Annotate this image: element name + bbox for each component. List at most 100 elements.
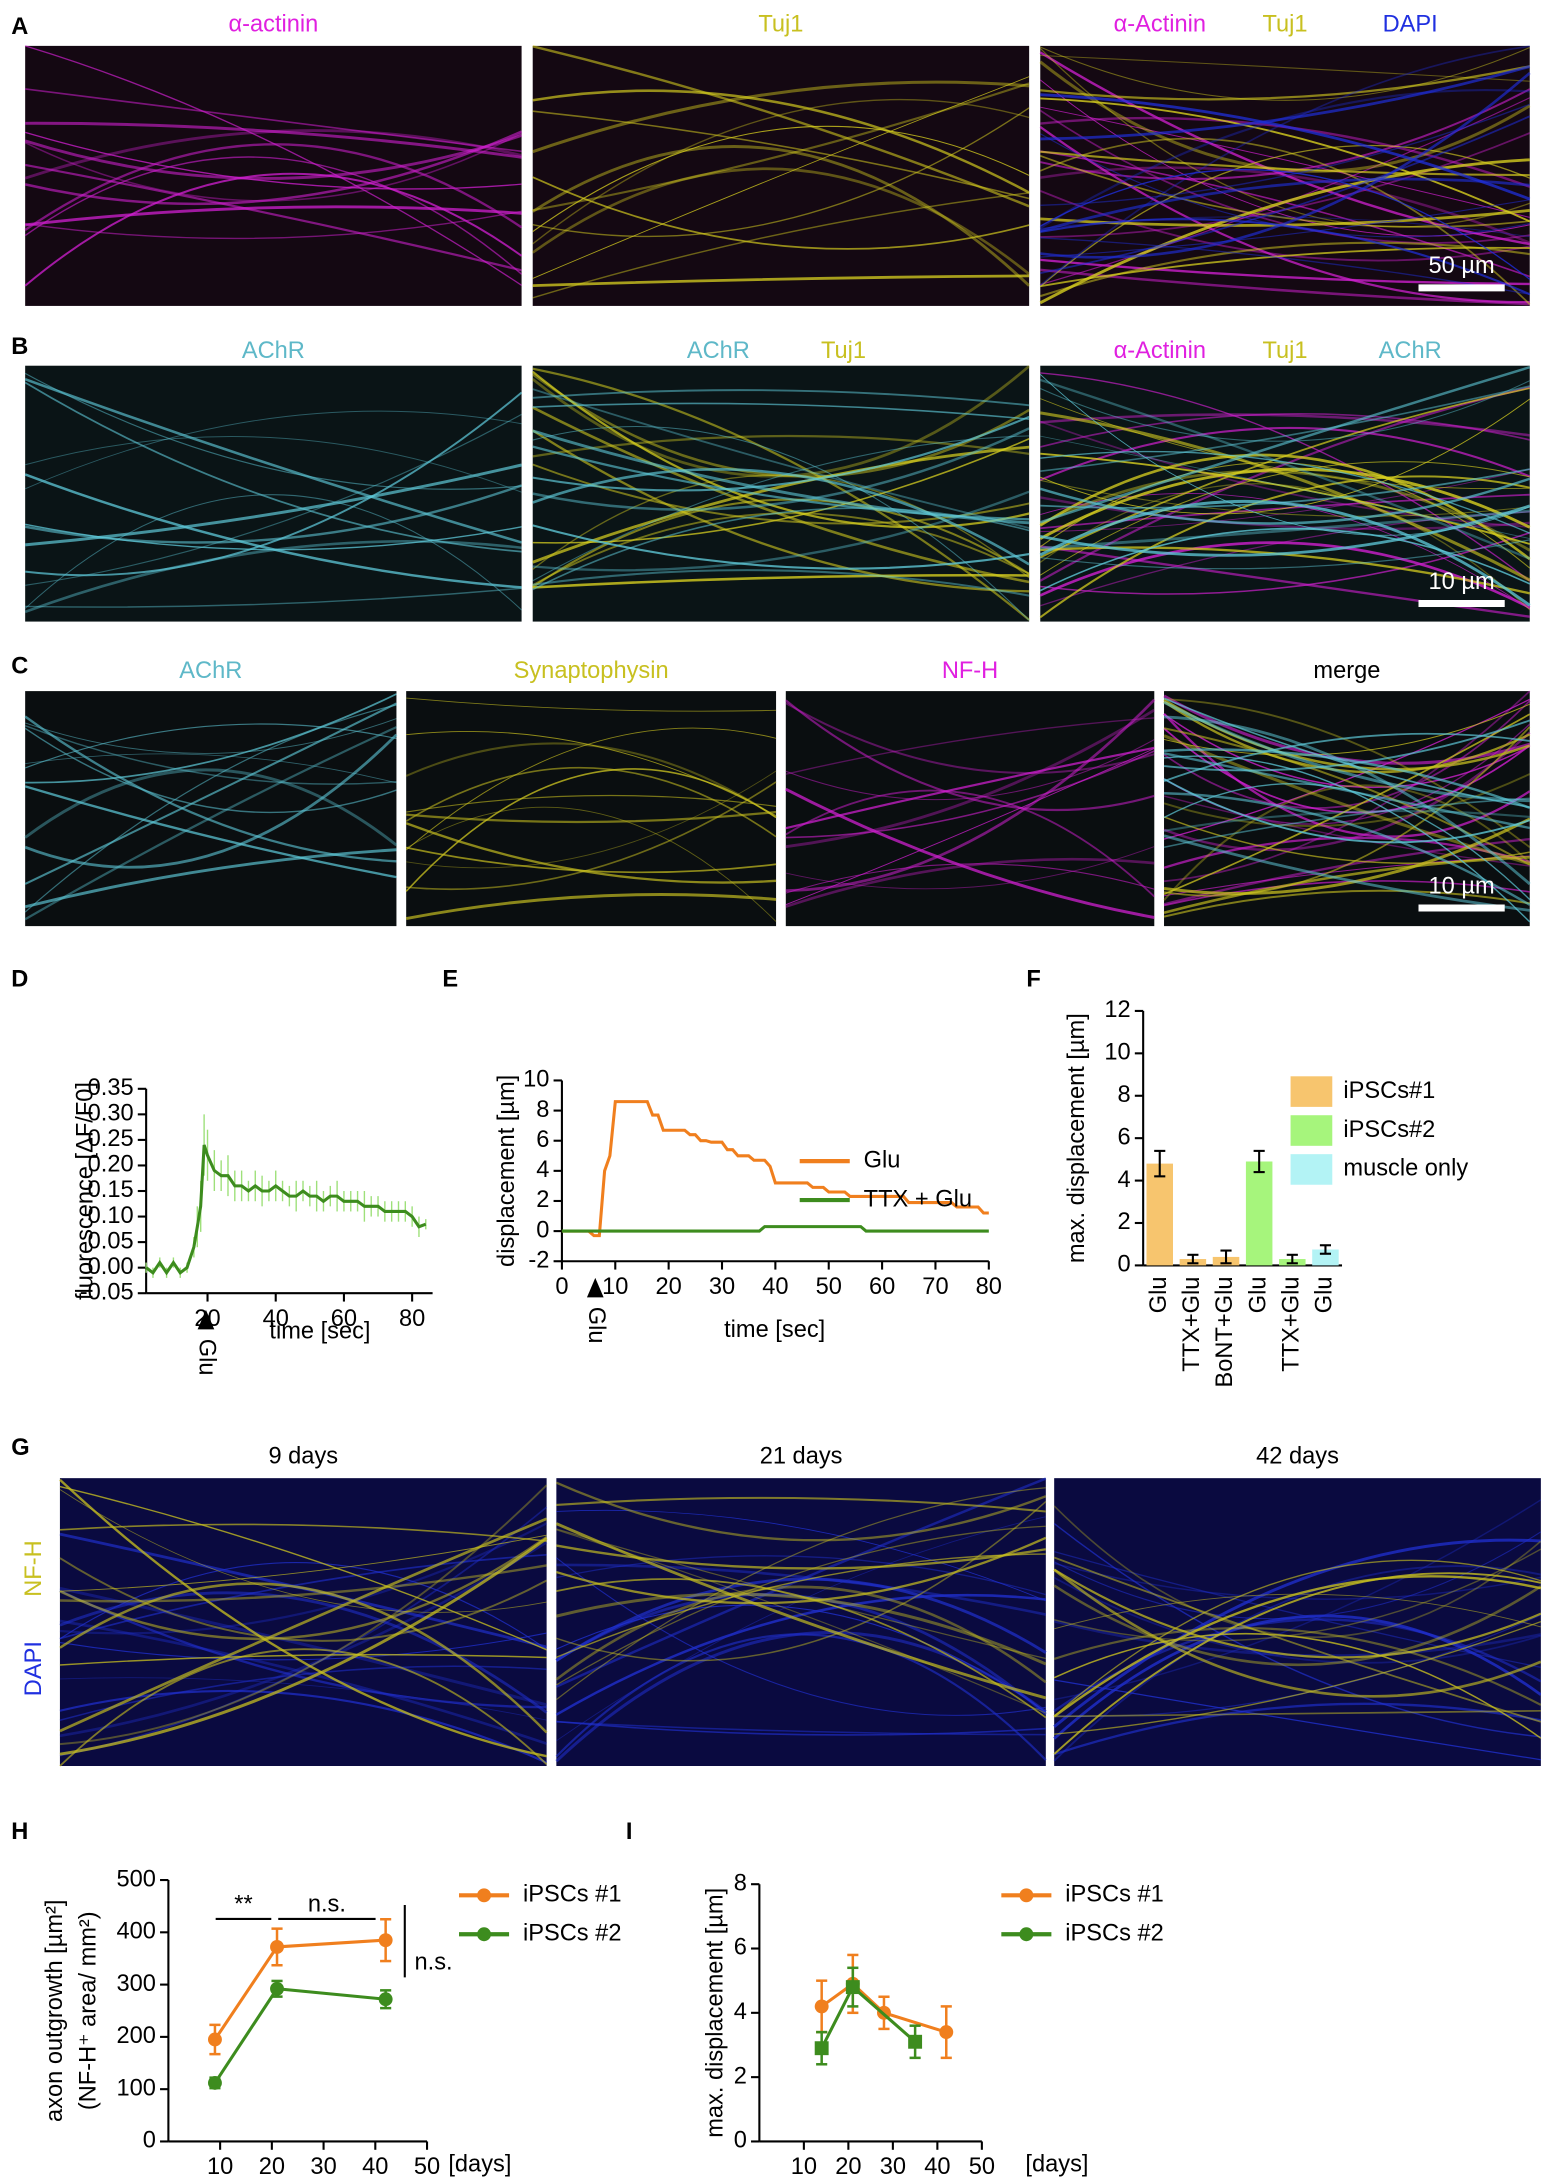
y-tick-label: 300: [116, 1971, 155, 1997]
micrograph-texture: [532, 388, 1030, 529]
y-tick-label: 2: [536, 1187, 549, 1213]
micrograph-texture: [24, 726, 397, 921]
micrograph-texture: [556, 1553, 1046, 1658]
micrograph-texture: [1039, 477, 1531, 525]
y-tick-label: 10: [1104, 1040, 1130, 1066]
micrograph-texture: [1054, 1620, 1541, 1735]
micrograph-texture: [25, 88, 522, 153]
micrograph-texture: [555, 1593, 1046, 1716]
micrograph-texture: [532, 434, 1030, 458]
y-tick-label: 0.15: [88, 1177, 134, 1203]
micrograph-texture: [532, 569, 1030, 597]
micrograph-texture: [1039, 462, 1531, 569]
micrograph-texture: [1053, 1531, 1541, 1620]
micrograph-texture: [1163, 834, 1530, 912]
legend-label: iPSCs #2: [1065, 1920, 1163, 1946]
micrograph-texture: [556, 1721, 1046, 1736]
micrograph-texture: [532, 426, 1030, 621]
micrograph-texture: [1040, 539, 1530, 570]
micrograph-texture: [406, 794, 777, 813]
micrograph-texture: [531, 365, 1031, 478]
micrograph-texture: [1053, 1559, 1541, 1717]
micrograph: [25, 691, 397, 927]
micrograph-texture: [25, 753, 397, 784]
micrograph-texture: [59, 1541, 548, 1738]
micrograph-texture: [1039, 177, 1530, 233]
y-tick-label: 100: [116, 2075, 155, 2101]
x-tick-label: TTX+Glu: [1179, 1277, 1205, 1372]
series-line: [561, 1225, 989, 1233]
panel-label: I: [626, 1819, 633, 1845]
micrograph-texture: [1163, 734, 1531, 866]
y-tick-label: 6: [536, 1127, 549, 1153]
x-tick-label: 30: [709, 1274, 735, 1300]
panel-label: C: [11, 654, 28, 680]
micrograph-texture: [59, 1632, 547, 1661]
micrograph-texture: [1163, 817, 1531, 896]
legend-label: Glu: [864, 1147, 901, 1173]
panel-label: H: [11, 1819, 28, 1845]
micrograph-texture: [1163, 778, 1531, 844]
legend-label: iPSCs#2: [1343, 1117, 1435, 1143]
y-tick-label: 0.25: [88, 1126, 134, 1152]
micrograph-texture: [532, 176, 1030, 250]
micrograph-texture: [1053, 1584, 1541, 1667]
micrograph: [406, 691, 777, 927]
micrograph-texture: [1053, 1702, 1541, 1756]
micrograph-texture: [1039, 45, 1530, 287]
y-axis-title: displacement [µm]: [494, 1075, 520, 1267]
micrograph-texture: [1040, 216, 1530, 238]
micrograph-texture: [532, 402, 1030, 420]
micrograph-texture: [24, 205, 522, 227]
micrograph-texture: [1053, 1556, 1541, 1723]
micrograph-texture: [532, 125, 1030, 233]
x-axis-title: time [sec]: [269, 1318, 370, 1344]
micrograph-texture: [556, 1528, 1046, 1660]
micrograph-texture: [1163, 732, 1530, 782]
micrograph-texture: [1053, 1550, 1541, 1668]
marker: [908, 2034, 923, 2049]
panel-label: F: [1026, 967, 1040, 993]
micrograph-texture: [532, 574, 1030, 589]
micrograph-texture: [785, 746, 1155, 830]
y-tick-label: 6: [734, 1935, 747, 1961]
stimulus-label: Glu: [194, 1339, 220, 1376]
marker: [207, 2075, 222, 2090]
micrograph-texture: [1163, 700, 1531, 774]
legend-marker: [1019, 1888, 1034, 1903]
channel-label: AChR: [179, 658, 242, 684]
micrograph-texture: [1163, 727, 1531, 866]
micrograph-texture: [785, 739, 1155, 801]
micrograph-texture: [1040, 372, 1531, 582]
legend-swatch: [1290, 1154, 1333, 1185]
marker: [814, 2041, 829, 2056]
y-tick-label: 0: [734, 2128, 747, 2154]
micrograph-texture: [785, 717, 1155, 775]
micrograph-texture: [406, 781, 777, 891]
micrograph-texture: [785, 699, 1155, 812]
micrograph-texture: [1163, 713, 1531, 895]
channel-label: 42 days: [1256, 1444, 1339, 1470]
micrograph-texture: [25, 413, 522, 586]
y-axis-title: max. displacement [µm]: [1064, 1013, 1090, 1263]
micrograph-texture: [785, 702, 1155, 774]
y-tick-label: 8: [1118, 1082, 1131, 1108]
micrograph-texture: [406, 697, 777, 712]
x-tick-label: 10: [791, 2154, 817, 2179]
micrograph-texture: [1040, 97, 1531, 223]
micrograph-texture: [406, 810, 777, 824]
micrograph-texture: [531, 373, 1030, 478]
micrograph-texture: [405, 768, 777, 892]
micrograph-texture: [59, 1689, 548, 1764]
micrograph-texture: [1163, 700, 1531, 809]
y-tick-label: 400: [116, 1919, 155, 1945]
micrograph-texture: [532, 89, 1030, 194]
micrograph-texture: [1040, 435, 1530, 540]
micrograph-texture: [1040, 385, 1530, 472]
micrograph-texture: [1040, 398, 1530, 490]
significance-label: n.s.: [415, 1950, 453, 1976]
y-tick-label: 4: [734, 1999, 747, 2025]
micrograph-texture: [785, 846, 1155, 890]
series-line: [145, 1144, 427, 1276]
micrograph: [532, 365, 1030, 622]
